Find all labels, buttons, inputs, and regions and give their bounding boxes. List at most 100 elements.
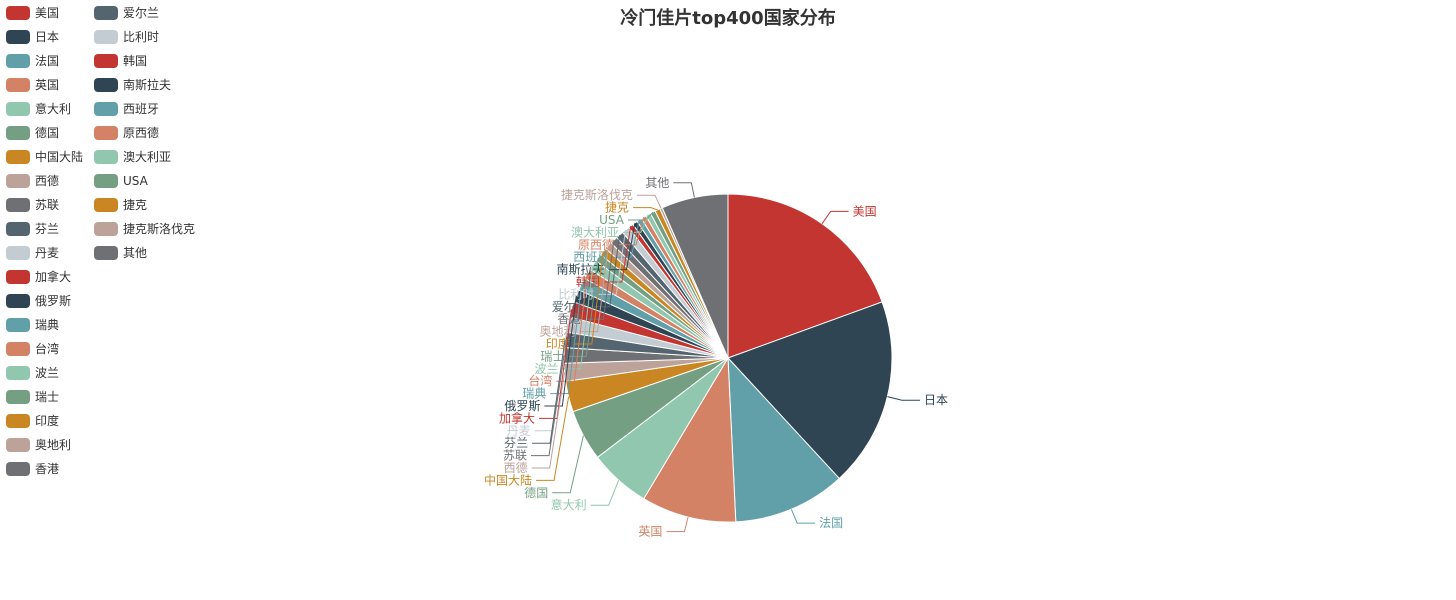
legend-label: 奥地利 xyxy=(35,438,72,452)
pie-slice[interactable] xyxy=(727,193,883,359)
label-line xyxy=(544,295,577,407)
legend-swatch xyxy=(94,102,118,116)
slice-label: 西班牙 xyxy=(573,250,609,264)
legend-label: 澳大利亚 xyxy=(123,150,172,164)
slice-label: 其他 xyxy=(645,176,669,190)
slice-label: 瑞士 xyxy=(540,349,564,363)
slice-label: 丹麦 xyxy=(507,424,531,438)
label-line xyxy=(532,339,566,444)
legend-swatch xyxy=(6,102,30,116)
legend-label: 捷克 xyxy=(123,198,148,212)
legend-swatch xyxy=(6,318,30,332)
legend-swatch xyxy=(94,126,118,140)
slice-label: 澳大利亚 xyxy=(571,225,619,239)
label-line xyxy=(613,219,640,258)
label-line xyxy=(585,240,615,320)
legend-label: 香港 xyxy=(35,462,60,476)
slice-label: 美国 xyxy=(853,204,877,218)
pie-slice[interactable] xyxy=(661,193,729,359)
label-line xyxy=(598,229,627,295)
legend-label: 爱尔兰 xyxy=(123,6,160,20)
label-line xyxy=(536,396,570,481)
slice-label: 俄罗斯 xyxy=(504,399,540,413)
legend-label: 苏联 xyxy=(35,198,60,212)
legend-label: 芬兰 xyxy=(35,222,60,236)
legend-label: 俄罗斯 xyxy=(35,294,72,308)
pie-slice[interactable] xyxy=(727,356,840,523)
legend-swatch xyxy=(6,198,30,212)
label-line xyxy=(568,257,599,357)
label-line xyxy=(790,509,816,524)
legend-label: 英国 xyxy=(35,78,60,92)
legend-swatch xyxy=(6,30,30,44)
legend-swatch xyxy=(94,150,118,164)
legend-label: 波兰 xyxy=(35,366,60,380)
slice-label: 香港 xyxy=(557,312,581,326)
legend-swatch xyxy=(6,390,30,404)
legend-swatch xyxy=(6,54,30,68)
pie-slice[interactable] xyxy=(643,356,737,523)
slice-label: 德国 xyxy=(524,485,548,500)
legend-swatch xyxy=(94,222,118,236)
legend-label: 中国大陆 xyxy=(35,150,84,164)
legend-label: 捷克斯洛伐克 xyxy=(123,222,196,236)
slice-label: 中国大陆 xyxy=(484,472,532,487)
legend-swatch xyxy=(6,222,30,236)
label-line xyxy=(552,435,584,494)
legend-swatch xyxy=(6,270,30,284)
legend-swatch xyxy=(94,78,118,92)
slice-label: 法国 xyxy=(819,516,843,530)
label-line xyxy=(562,264,594,370)
legend-swatch xyxy=(6,6,30,20)
legend-label: 印度 xyxy=(35,414,60,428)
slice-label: 台湾 xyxy=(528,373,552,388)
legend-label: 南斯拉夫 xyxy=(123,78,172,92)
legend-swatch xyxy=(6,414,30,428)
legend-swatch xyxy=(6,342,30,356)
legend-label: 美国 xyxy=(35,6,60,20)
label-line xyxy=(622,214,649,233)
legend-label: 西德 xyxy=(35,174,60,188)
label-line xyxy=(603,225,632,283)
legend-swatch xyxy=(6,78,30,92)
slice-label: 意大利 xyxy=(551,497,587,512)
label-line xyxy=(673,182,695,198)
label-line xyxy=(887,396,920,401)
slice-label: 波兰 xyxy=(535,362,559,376)
legend-label: 西班牙 xyxy=(123,102,160,116)
legend-swatch xyxy=(6,294,30,308)
label-line xyxy=(821,210,849,224)
label-line xyxy=(636,194,662,209)
slice-label: 英国 xyxy=(638,525,662,539)
slice-label: 捷克 xyxy=(605,201,629,215)
legend-label: 丹麦 xyxy=(35,246,60,260)
label-line xyxy=(666,516,689,533)
legend-label: 瑞典 xyxy=(35,318,60,332)
legend-label: 意大利 xyxy=(35,102,72,116)
legend-swatch xyxy=(94,6,118,20)
label-line xyxy=(618,217,645,246)
legend-label: 德国 xyxy=(35,126,60,140)
legend-swatch xyxy=(94,54,118,68)
label-line xyxy=(633,207,658,211)
slice-label: 加拿大 xyxy=(499,410,535,425)
legend-swatch xyxy=(94,30,118,44)
slice-label: 瑞典 xyxy=(522,387,546,401)
label-line xyxy=(590,480,620,506)
legend-label: 韩国 xyxy=(123,54,148,68)
label-line xyxy=(531,372,566,469)
legend-swatch xyxy=(6,366,30,380)
legend-label: 加拿大 xyxy=(35,270,72,284)
label-line xyxy=(573,251,604,345)
legend-swatch xyxy=(94,198,118,212)
legend-swatch xyxy=(6,438,30,452)
legend-label: 法国 xyxy=(35,54,60,68)
slice-label: 日本 xyxy=(924,393,948,407)
label-line xyxy=(550,283,583,395)
legend-label: 台湾 xyxy=(35,342,60,356)
pie-slice[interactable] xyxy=(727,301,893,480)
slice-label: 西德 xyxy=(504,460,528,475)
label-line xyxy=(531,355,565,457)
slice-label: 捷克斯洛伐克 xyxy=(561,187,633,202)
legend-label: 日本 xyxy=(35,30,60,44)
